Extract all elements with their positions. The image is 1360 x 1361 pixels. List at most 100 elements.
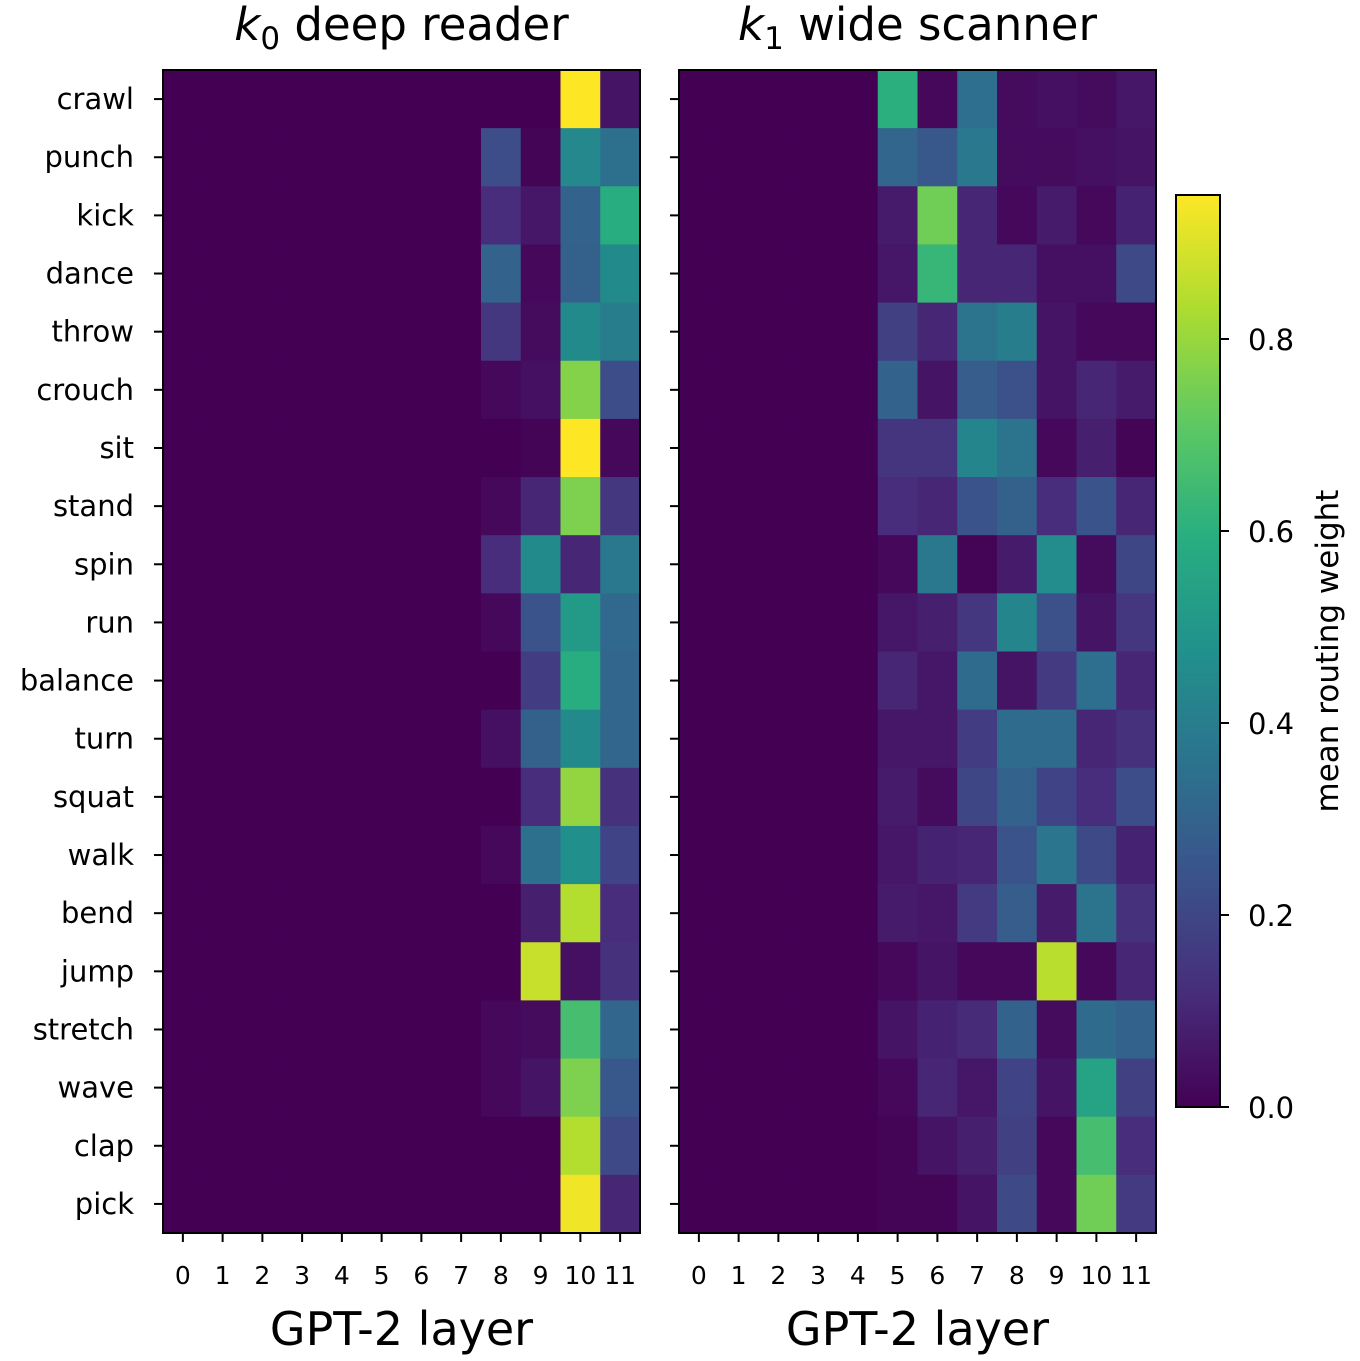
heatmap-cell (877, 1174, 919, 1234)
heatmap-cell (282, 360, 323, 420)
heatmap-cell (679, 884, 720, 943)
heatmap-cell (838, 418, 879, 478)
heatmap-cell (798, 825, 839, 885)
heatmap-cell (282, 942, 323, 1001)
heatmap-cell (758, 302, 799, 362)
heatmap-cell (481, 360, 522, 420)
heatmap-cell (600, 477, 641, 536)
heatmap-cell (560, 825, 601, 885)
heatmap-cell (917, 70, 958, 129)
heatmap-cell (401, 884, 442, 943)
heatmap-cell (600, 651, 641, 711)
heatmap-cell (798, 767, 839, 827)
heatmap-cell (282, 70, 323, 129)
x-axis-label: GPT-2 layer (270, 1302, 533, 1356)
heatmap-cell (560, 477, 601, 536)
heatmap-cell (758, 825, 799, 885)
heatmap-cell (679, 709, 720, 769)
heatmap-cell (163, 1000, 204, 1060)
heatmap-cell (282, 477, 323, 536)
heatmap-cell (957, 186, 998, 246)
heatmap-cell (481, 477, 522, 536)
x-tick-label: 8 (1009, 1261, 1025, 1290)
heatmap-cell (282, 1058, 323, 1118)
heatmap-cell (1076, 1058, 1117, 1118)
heatmap-cell (242, 477, 283, 536)
heatmap-cell (163, 70, 204, 129)
heatmap-cell (520, 70, 562, 129)
y-tick-label: sit (99, 431, 134, 465)
heatmap-cell (679, 360, 720, 420)
heatmap-cell (322, 767, 363, 827)
heatmap-cell (758, 709, 799, 769)
heatmap-cell (520, 651, 562, 711)
heatmap-cell (997, 477, 1038, 536)
heatmap-cell (838, 535, 879, 594)
heatmap-cell (1036, 884, 1078, 943)
heatmap-cell (798, 884, 839, 943)
heatmap-cell (957, 767, 998, 827)
heatmap-cell (718, 767, 760, 827)
heatmap-cell (1076, 186, 1117, 246)
heatmap-cell (1116, 1174, 1157, 1234)
heatmap-cell (957, 884, 998, 943)
heatmap-cell (838, 244, 879, 304)
heatmap-cell (1036, 825, 1078, 885)
heatmap-cell (520, 1058, 562, 1118)
heatmap-cell (1116, 477, 1157, 536)
heatmap-cell (520, 1174, 562, 1234)
x-tick-label: 2 (254, 1261, 270, 1290)
heatmap-cell (798, 477, 839, 536)
heatmap-cell (520, 593, 562, 653)
heatmap-cell (242, 1116, 283, 1176)
heatmap-cell (1116, 186, 1157, 246)
x-tick-label: 1 (731, 1261, 747, 1290)
heatmap-cell (481, 825, 522, 885)
heatmap-cell (1076, 128, 1117, 187)
heatmap-cell (917, 535, 958, 594)
heatmap-cell (322, 302, 363, 362)
heatmap-cell (242, 709, 283, 769)
heatmap-cell (1036, 767, 1078, 827)
heatmap-cell (1036, 535, 1078, 594)
heatmap-cell (401, 477, 442, 536)
heatmap-cell (718, 884, 760, 943)
heatmap-cell (917, 767, 958, 827)
heatmap-cell (997, 535, 1038, 594)
heatmap-cell (202, 942, 244, 1001)
heatmap-cell (560, 302, 601, 362)
heatmap-cell (560, 1116, 601, 1176)
heatmap-cell (877, 593, 919, 653)
heatmap-cell (997, 825, 1038, 885)
heatmap-cell (441, 884, 482, 943)
heatmap-cell (441, 1058, 482, 1118)
heatmap-cell (1076, 1174, 1117, 1234)
heatmap-cell (1076, 942, 1117, 1001)
y-tick-label: spin (74, 547, 134, 581)
heatmap-cell (441, 593, 482, 653)
heatmap-cell (957, 302, 998, 362)
heatmap-cell (997, 884, 1038, 943)
heatmap-cell (1076, 709, 1117, 769)
x-tick-label: 11 (1120, 1261, 1152, 1290)
heatmap-cell (202, 767, 244, 827)
heatmap-cell (242, 186, 283, 246)
heatmap-cell (560, 1000, 601, 1060)
x-tick-label: 10 (1080, 1261, 1112, 1290)
heatmap-cell (758, 535, 799, 594)
y-tick-label: run (85, 605, 134, 639)
heatmap-cell (441, 651, 482, 711)
heatmap-cell (361, 1116, 403, 1176)
heatmap-cell (1076, 1116, 1117, 1176)
y-tick-label: throw (52, 315, 135, 349)
x-tick-label: 10 (564, 1261, 596, 1290)
heatmap-cell (202, 1174, 244, 1234)
heatmap-cell (520, 418, 562, 478)
heatmap-cell (758, 884, 799, 943)
heatmap-cell (242, 884, 283, 943)
heatmap-cell (917, 593, 958, 653)
heatmap-cell (718, 535, 760, 594)
heatmap-cell (401, 186, 442, 246)
heatmap-cell (1076, 477, 1117, 536)
heatmap-cell (917, 884, 958, 943)
